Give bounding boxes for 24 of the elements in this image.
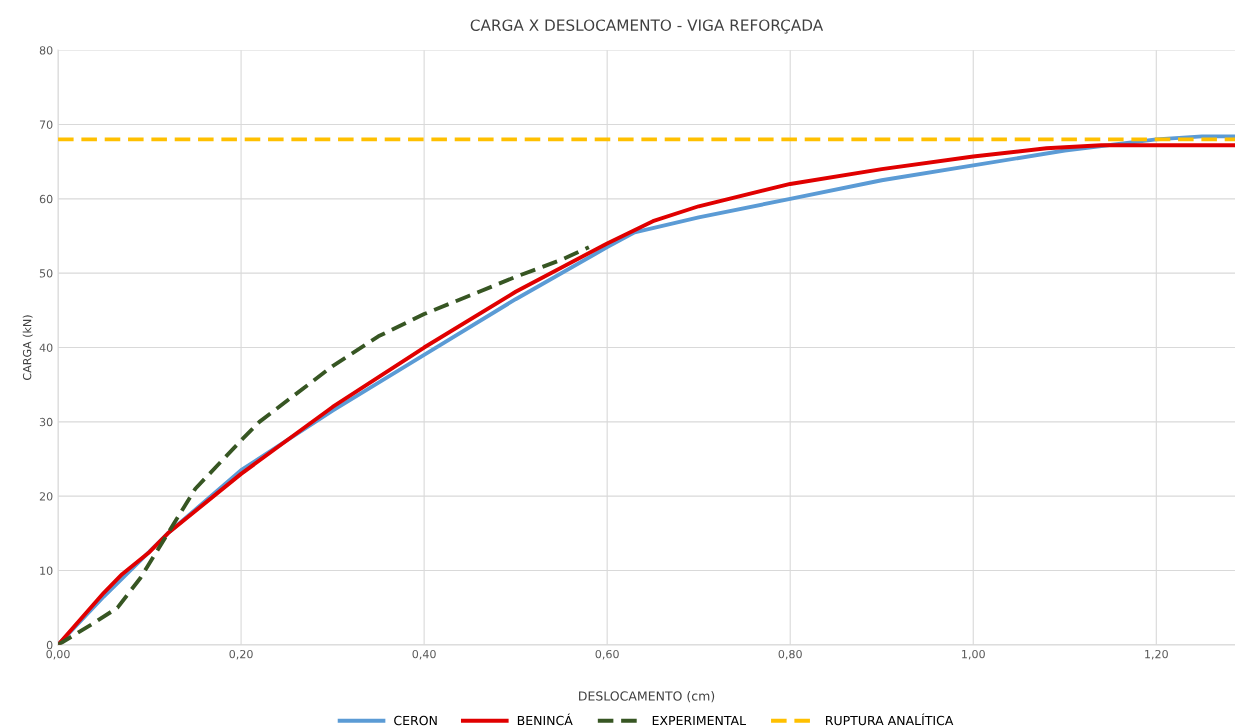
x-tick-label: 0,60 — [595, 649, 619, 660]
x-tick-label: 0,80 — [778, 649, 802, 660]
legend-label: EXPERIMENTAL — [652, 715, 746, 726]
y-tick-label: 0 — [46, 640, 53, 650]
y-tick-label: 80 — [39, 46, 53, 55]
chart-title: CARGA X DESLOCAMENTO - VIGA REFORÇADA — [470, 19, 824, 34]
y-tick-label: 70 — [39, 120, 53, 129]
line-series — [58, 245, 591, 645]
y-tick-label: 40 — [39, 343, 53, 352]
y-axis-title: CARGA (kN) — [22, 315, 33, 380]
x-axis-title: DESLOCAMENTO (cm) — [579, 691, 715, 703]
y-tick-label: 50 — [39, 269, 53, 278]
y-tick-label: 20 — [39, 492, 53, 501]
y-tick-label: 60 — [39, 194, 53, 204]
x-tick-label: 0,40 — [412, 649, 436, 660]
legend-label: RUPTURA ANALÍTICA — [826, 713, 954, 726]
x-tick-label: 0,20 — [229, 649, 253, 660]
y-tick-label: 30 — [39, 417, 53, 427]
x-tick-label: 1,20 — [1145, 649, 1168, 660]
y-tick-label: 10 — [40, 566, 53, 575]
x-tick-label: 0,00 — [46, 649, 70, 660]
x-tick-label: 1,00 — [962, 649, 985, 660]
legend-label: CERON — [394, 715, 437, 726]
legend-label: BENINCÁ — [517, 713, 573, 726]
